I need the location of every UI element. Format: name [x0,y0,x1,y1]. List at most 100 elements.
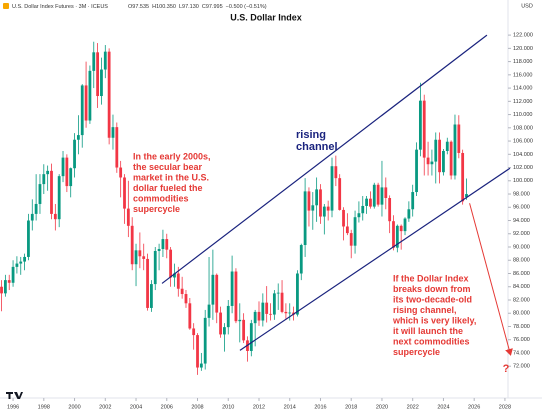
candle-body [203,317,207,364]
y-tick-label: 72.000 [513,364,530,370]
candle-body [219,312,222,335]
annotation-text: commodities [133,193,189,203]
x-tick-label: 1998 [38,404,50,410]
x-tick-label: 2014 [284,404,296,410]
candle-body [188,303,192,329]
y-tick-label: 106.000 [513,139,533,145]
candle-body [269,313,272,315]
candle-body [288,312,292,314]
y-tick-label: 94.000 [513,218,530,224]
candle-body [180,288,184,295]
chart-title: U.S. Dollar Index [230,12,302,22]
candle-body [242,319,246,341]
candle-body [42,174,46,185]
symbol-icon [3,3,9,9]
y-tick-label: 96.000 [513,205,530,211]
annotation-text: rising channel, [393,305,457,315]
x-tick-label: 2000 [68,404,80,410]
candle-body [353,217,357,246]
candle-body [272,293,276,315]
candle-body [161,239,165,249]
candle-body [365,198,368,206]
x-tick-label: 2004 [130,404,142,410]
candle-body [457,124,461,153]
candle-body [434,139,438,162]
axis-unit: USD [521,3,533,9]
ohlc-value: L97.130 [179,4,199,10]
y-tick-label: 76.000 [513,337,530,343]
candle-body [330,166,334,211]
x-tick-label: 2028 [499,404,511,410]
candle-body [376,184,380,205]
candle-body [411,192,415,210]
annotation-text: dollar fueled the [133,183,203,193]
candle-body [226,305,230,328]
x-tick-label: 2016 [314,404,326,410]
candle-body [415,149,418,193]
candle-body [65,157,69,187]
candle-body [449,141,453,176]
y-tick-label: 110.000 [513,112,532,118]
candle-body [157,248,161,251]
question-mark: ? [503,363,510,375]
candle-body [0,286,3,294]
candle-body [76,135,80,140]
annotation-text: breaks down from [393,284,471,294]
candle-body [338,178,342,210]
x-tick-label: 2002 [99,404,111,410]
candle-body [442,150,445,173]
ohlc-value: H100.350 [152,4,176,10]
candle-body [57,176,61,220]
candle-body [380,187,384,205]
annotation-text: the secular bear [133,162,203,172]
candle-body [384,187,388,199]
candle-body [215,274,219,313]
ohlc-value: C97.995 [202,4,223,10]
candle-body [296,273,299,315]
forecast-arrow [469,203,513,356]
candle-body [280,292,284,312]
channel-line [239,167,511,351]
x-tick-label: 2026 [468,404,480,410]
candle-body [422,100,426,158]
y-tick-label: 80.000 [513,311,530,317]
y-tick-label: 112.000 [513,99,532,105]
x-tick-label: 2024 [437,404,449,410]
candle-body [253,311,257,324]
candle-body [153,250,157,285]
annotation-text: In the early 2000s, [133,151,211,161]
x-tick-label: 2010 [222,404,234,410]
channel-line [161,34,488,284]
candle-body [407,209,411,219]
candle-body [334,166,338,179]
annotation-text: market in the U.S. [133,172,209,182]
candle-body [92,52,96,71]
candle-body [230,271,234,306]
candle-body [426,157,430,165]
annotation-text: supercycle [393,347,440,357]
candle-body [257,311,261,321]
candle-body [349,233,353,246]
candle-body [134,250,138,265]
annotation-text: If the Dollar Index [393,273,469,283]
tradingview-logo [6,392,23,399]
candle-body [445,141,449,151]
x-tick-label: 1996 [7,404,19,410]
candle-body [126,208,130,226]
candle-body [100,69,103,97]
candle-body [19,261,23,264]
candle-body [7,280,11,283]
candle-body [84,85,88,121]
y-tick-label: 82.000 [513,297,530,303]
y-tick-label: 118.000 [513,59,532,65]
candle-body [111,127,115,138]
y-tick-label: 90.000 [513,244,530,250]
annotation-text: it will launch the [393,326,463,336]
y-tick-label: 102.000 [513,165,533,171]
y-tick-label: 100.000 [513,178,533,184]
y-tick-label: 116.000 [513,72,532,78]
candle-body [53,213,57,220]
y-tick-label: 98.000 [513,191,530,197]
candle-body [34,203,38,214]
